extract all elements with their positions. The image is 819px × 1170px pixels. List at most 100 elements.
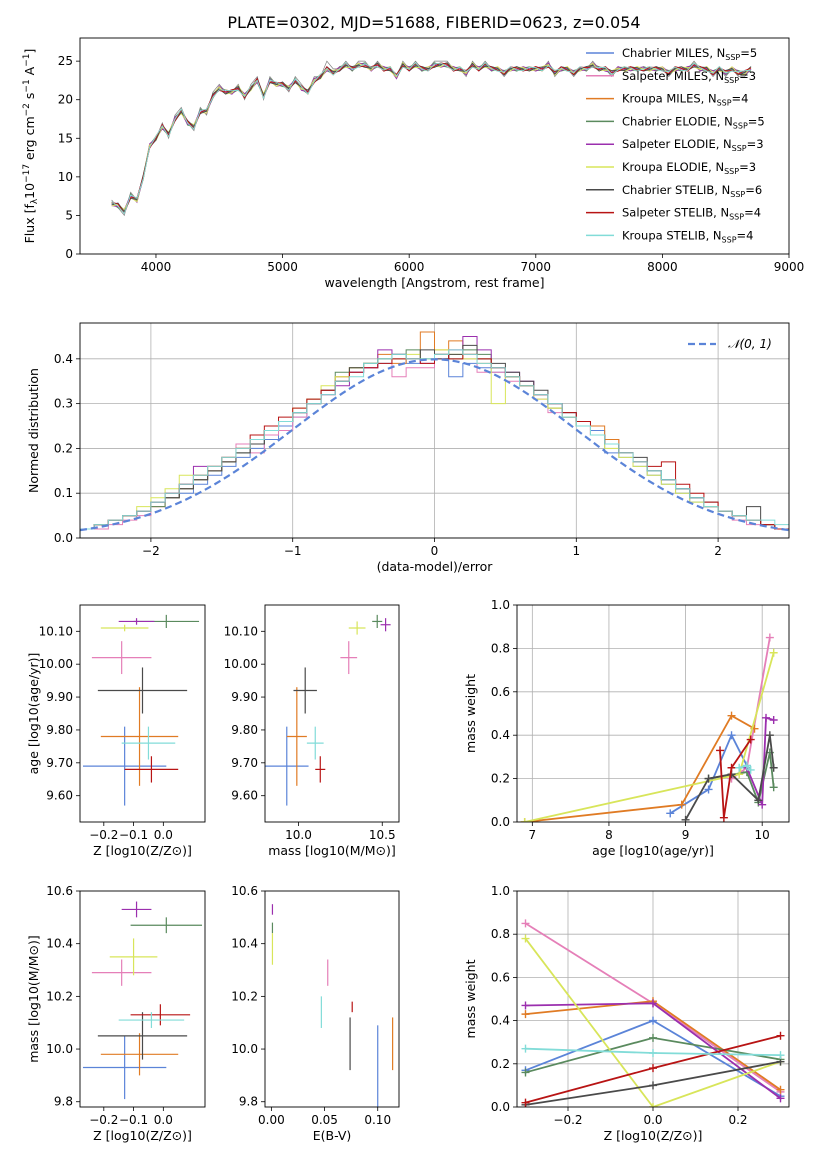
series-line (524, 652, 775, 822)
data-point (735, 763, 744, 772)
x-tick-label: 4000 (141, 260, 172, 274)
legend-label: Chabrier ELODIE, NSSP=5 (622, 114, 765, 130)
series-line (524, 714, 755, 822)
chart-age-vs-mass: 10.0 10.5 9.60 9.70 9.80 9.90 10.00 10.10 mass [… (224, 604, 400, 858)
data-point (719, 813, 728, 822)
y-tick-label: 9.60 (46, 789, 73, 803)
y-tick-label: 0.8 (491, 927, 510, 941)
axes-frame (516, 604, 790, 823)
x-tick-label: 7 (529, 828, 537, 842)
data-point (521, 1044, 530, 1053)
data-point (727, 731, 736, 740)
x-tick-label: −0.2 (553, 1113, 582, 1127)
data-point (776, 1094, 785, 1103)
chart-mass-weight-vs-age: 7 8 9 10 0.0 0.2 0.4 0.6 0.8 1.0 age [log10(age/yr… (463, 598, 790, 858)
axes-frame (264, 890, 400, 1108)
y-tick-label: 1.0 (491, 598, 510, 612)
data-point (765, 731, 774, 740)
x-axis-label: mass [log10(M/M⊙)] (268, 843, 396, 858)
x-tick-label: 10.5 (369, 828, 396, 842)
y-tick-label: 20 (58, 93, 73, 107)
x-tick-label: 10.0 (285, 828, 312, 842)
data-point (742, 761, 751, 770)
data-point (521, 1001, 530, 1010)
x-tick-label: −0.2 (89, 1113, 118, 1127)
y-tick-label: 0.2 (491, 1057, 510, 1071)
x-tick-label: 0.0 (154, 1113, 173, 1127)
data-point (746, 765, 755, 774)
data-point (521, 1098, 530, 1107)
x-tick-label: −0.1 (119, 828, 148, 842)
x-tick-label: 1 (572, 544, 580, 558)
x-tick-label: 9000 (774, 260, 805, 274)
y-tick-label: 10.4 (231, 937, 258, 951)
y-tick-label: 25 (58, 54, 73, 68)
x-tick-label: 0.10 (364, 1113, 391, 1127)
data-point (769, 716, 778, 725)
data-point (521, 1010, 530, 1019)
y-axis-label: mass weight (463, 674, 478, 753)
axes-frame (79, 604, 206, 823)
y-tick-label: 0.6 (491, 685, 510, 699)
y-tick-label: 10.0 (231, 1042, 258, 1056)
x-tick-label: 0.0 (154, 828, 173, 842)
y-tick-label: 9.70 (46, 756, 73, 770)
data-point (758, 800, 767, 809)
y-tick-label: 0.4 (491, 728, 510, 742)
x-tick-label: 8000 (647, 260, 678, 274)
y-axis-label: Flux [fλ10−17 erg cm−2 s−1 A−1] (22, 49, 40, 244)
y-tick-label: 0.8 (491, 641, 510, 655)
chart-residuals: −2 −1 0 1 2 0.0 0.1 0.2 0.3 0.4 (data-model)/error… (26, 322, 790, 574)
chart-mass-weight-vs-Z: −0.2 0.0 0.2 0.0 0.2 0.4 0.6 0.8 1.0 Z [log10(Z/Z… (463, 884, 790, 1143)
y-tick-label: 10.2 (46, 989, 73, 1003)
y-tick-label: 9.60 (231, 789, 258, 803)
legend-label: Salpeter ELODIE, NSSP=3 (622, 137, 764, 153)
axes-frame (79, 322, 790, 539)
y-tick-label: 9.8 (239, 1095, 258, 1109)
data-point (649, 1049, 657, 1057)
x-tick-label: 0.00 (258, 1113, 285, 1127)
y-tick-label: 10.0 (46, 1042, 73, 1056)
x-axis-label: Z [log10(Z/Z⊙)] (93, 1128, 192, 1143)
y-tick-label: 0 (65, 247, 73, 261)
plot-area (82, 614, 200, 806)
data-point (649, 1033, 657, 1042)
data-point (520, 818, 529, 822)
y-tick-label: 10.6 (46, 884, 73, 898)
data-point (776, 1085, 785, 1094)
x-tick-label: 5000 (267, 260, 298, 274)
y-tick-label: 1.0 (491, 884, 510, 898)
x-tick-label: 0 (431, 544, 439, 558)
chart-spectrum: 4000 5000 6000 7000 8000 9000 0 5 10 15 20 25 wavele… (22, 37, 805, 290)
x-axis-label: Z [log10(Z/Z⊙)] (604, 1128, 703, 1143)
plot-area (265, 614, 391, 806)
y-axis-label: Normed distribution (26, 368, 41, 493)
plot-area (80, 323, 789, 538)
x-axis-label: age [log10(age/yr)] (592, 843, 714, 858)
y-tick-label: 0.0 (491, 1100, 510, 1114)
y-tick-label: 5 (65, 208, 73, 222)
y-tick-label: 0.1 (54, 486, 73, 500)
data-point (521, 1068, 530, 1077)
y-tick-label: 9.90 (231, 690, 258, 704)
x-axis-label: Z [log10(Z/Z⊙)] (93, 843, 192, 858)
x-axis-label: wavelength [Angstrom, rest frame] (324, 275, 544, 290)
data-point (677, 800, 686, 809)
figure-title: PLATE=0302, MJD=51688, FIBERID=0623, z=0… (227, 13, 640, 32)
y-tick-label: 10.00 (224, 657, 258, 671)
data-point (681, 815, 690, 822)
legend-label: Chabrier MILES, NSSP=5 (622, 46, 757, 62)
y-tick-label: 0.6 (491, 970, 510, 984)
y-axis-label: age [log10(age/yr)] (26, 653, 41, 775)
chart-age-vs-Z: −0.2 −0.1 0.0 9.60 9.70 9.80 9.90 10.00 10.10 Z [… (26, 604, 206, 858)
y-tick-label: 9.8 (54, 1095, 73, 1109)
y-tick-label: 0.2 (54, 441, 73, 455)
y-tick-label: 9.90 (46, 690, 73, 704)
data-point (754, 796, 763, 805)
chart-mass-vs-Z: −0.2 −0.1 0.0 9.8 10.0 10.2 10.4 10.6 Z [log10(Z… (26, 884, 206, 1143)
legend-label: Kroupa ELODIE, NSSP=3 (622, 160, 756, 176)
data-point (727, 711, 736, 720)
y-tick-label: 10.6 (231, 884, 258, 898)
legend-label: Kroupa STELIB, NSSP=4 (622, 228, 753, 244)
x-axis-label: (data-model)/error (377, 559, 494, 574)
